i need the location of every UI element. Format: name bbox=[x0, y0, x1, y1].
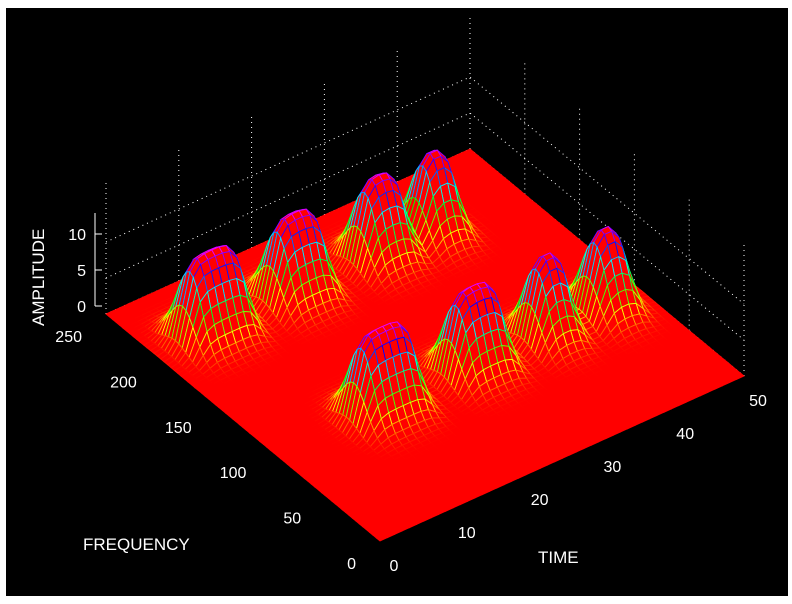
x-tick-label: 0 bbox=[390, 558, 399, 575]
x-tick-label: 20 bbox=[531, 492, 549, 509]
x-axis-label: TIME bbox=[538, 548, 579, 567]
y-tick-label: 0 bbox=[347, 556, 356, 573]
z-tick-label: 0 bbox=[77, 299, 86, 316]
plot-area: AMPLITUDE TIME FREQUENCY 0 10 20 30 40 50 0 50 1… bbox=[6, 8, 788, 596]
surface-cell bbox=[375, 534, 389, 542]
x-tick-label: 50 bbox=[749, 393, 767, 410]
surface-layer bbox=[105, 148, 745, 542]
y-tick-label: 100 bbox=[220, 465, 247, 482]
surface-chart: AMPLITUDE TIME FREQUENCY 010203040500501… bbox=[29, 15, 767, 575]
z-tick-label: 5 bbox=[77, 263, 86, 280]
y-axis-label: FREQUENCY bbox=[83, 535, 190, 554]
x-tick-label: 30 bbox=[604, 459, 622, 476]
y-tick-label: 250 bbox=[55, 329, 82, 346]
y-tick-label: 200 bbox=[110, 374, 137, 391]
y-tick-label: 50 bbox=[283, 511, 301, 528]
axis-layer: AMPLITUDE TIME FREQUENCY bbox=[29, 213, 579, 567]
z-tick-label: 10 bbox=[68, 227, 86, 244]
x-tick-label: 40 bbox=[676, 426, 694, 443]
y-tick-label: 150 bbox=[165, 420, 192, 437]
z-axis-label: AMPLITUDE bbox=[29, 229, 48, 326]
x-tick-label: 10 bbox=[458, 525, 476, 542]
tick-layer: 0 10 20 30 40 50 0 50 100 150 200 250 0 5 10 bbox=[55, 227, 767, 575]
